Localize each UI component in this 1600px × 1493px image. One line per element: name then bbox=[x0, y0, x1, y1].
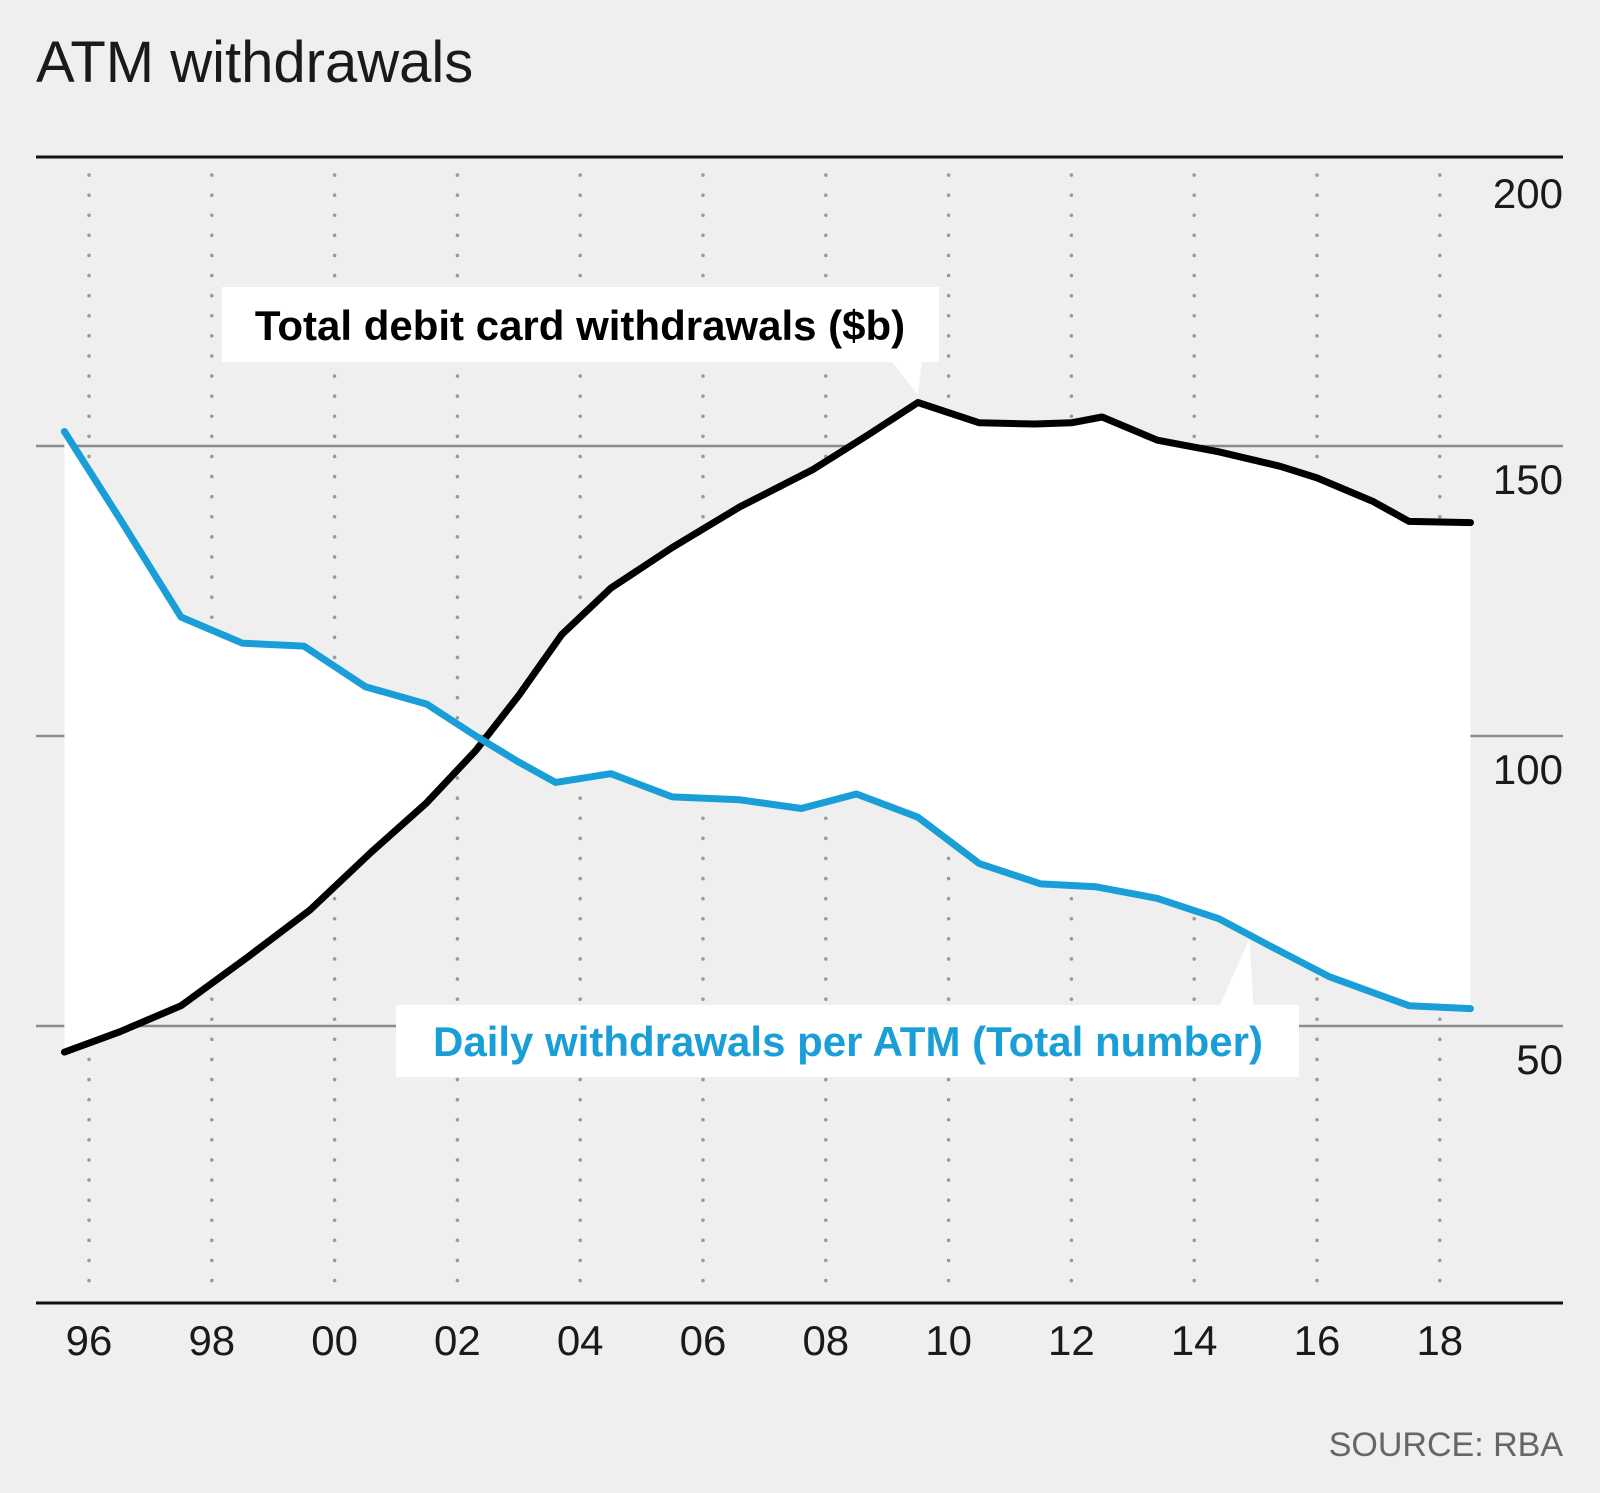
y-tick-label: 50 bbox=[1516, 1036, 1563, 1083]
annotation-layer: Total debit card withdrawals ($b) Daily w… bbox=[222, 287, 1299, 1077]
line-layer bbox=[60, 399, 1474, 1056]
x-tick-label: 12 bbox=[1048, 1317, 1095, 1364]
annotation-label-total: Total debit card withdrawals ($b) bbox=[255, 302, 905, 349]
fill-layer bbox=[64, 402, 1471, 1053]
between-series-fill bbox=[64, 402, 1471, 1053]
annotation-label-daily: Daily withdrawals per ATM (Total number) bbox=[433, 1018, 1263, 1065]
axis-layer: 96 98 00 02 04 06 08 10 12 14 16 18 200 150 100 50 bbox=[36, 155, 1563, 1364]
x-tick-label: 00 bbox=[311, 1317, 358, 1364]
x-tick-label: 16 bbox=[1294, 1317, 1341, 1364]
annotation-box-total bbox=[222, 287, 939, 362]
annotation-pointer-total bbox=[891, 362, 922, 395]
y-tick-label: 200 bbox=[1493, 170, 1563, 217]
x-tick-label: 04 bbox=[557, 1317, 604, 1364]
annotation-box-daily bbox=[396, 1005, 1299, 1077]
x-tick-label: 18 bbox=[1416, 1317, 1463, 1364]
x-tick-label: 06 bbox=[680, 1317, 727, 1364]
y-tick-label: 100 bbox=[1493, 746, 1563, 793]
x-tick-label: 02 bbox=[434, 1317, 481, 1364]
x-tick-label: 10 bbox=[925, 1317, 972, 1364]
annotation-pointer-daily bbox=[1219, 938, 1254, 1006]
x-tick-label: 98 bbox=[188, 1317, 235, 1364]
series-line-total-withdrawals bbox=[60, 399, 1474, 1056]
x-tick-label: 96 bbox=[66, 1317, 113, 1364]
x-tick-label: 14 bbox=[1171, 1317, 1218, 1364]
series-line-daily-per-atm bbox=[60, 428, 1474, 1013]
chart-title: ATM withdrawals bbox=[36, 30, 473, 95]
source-label: SOURCE: RBA bbox=[1329, 1426, 1564, 1464]
y-tick-label: 150 bbox=[1493, 456, 1563, 503]
x-tick-label: 08 bbox=[802, 1317, 849, 1364]
